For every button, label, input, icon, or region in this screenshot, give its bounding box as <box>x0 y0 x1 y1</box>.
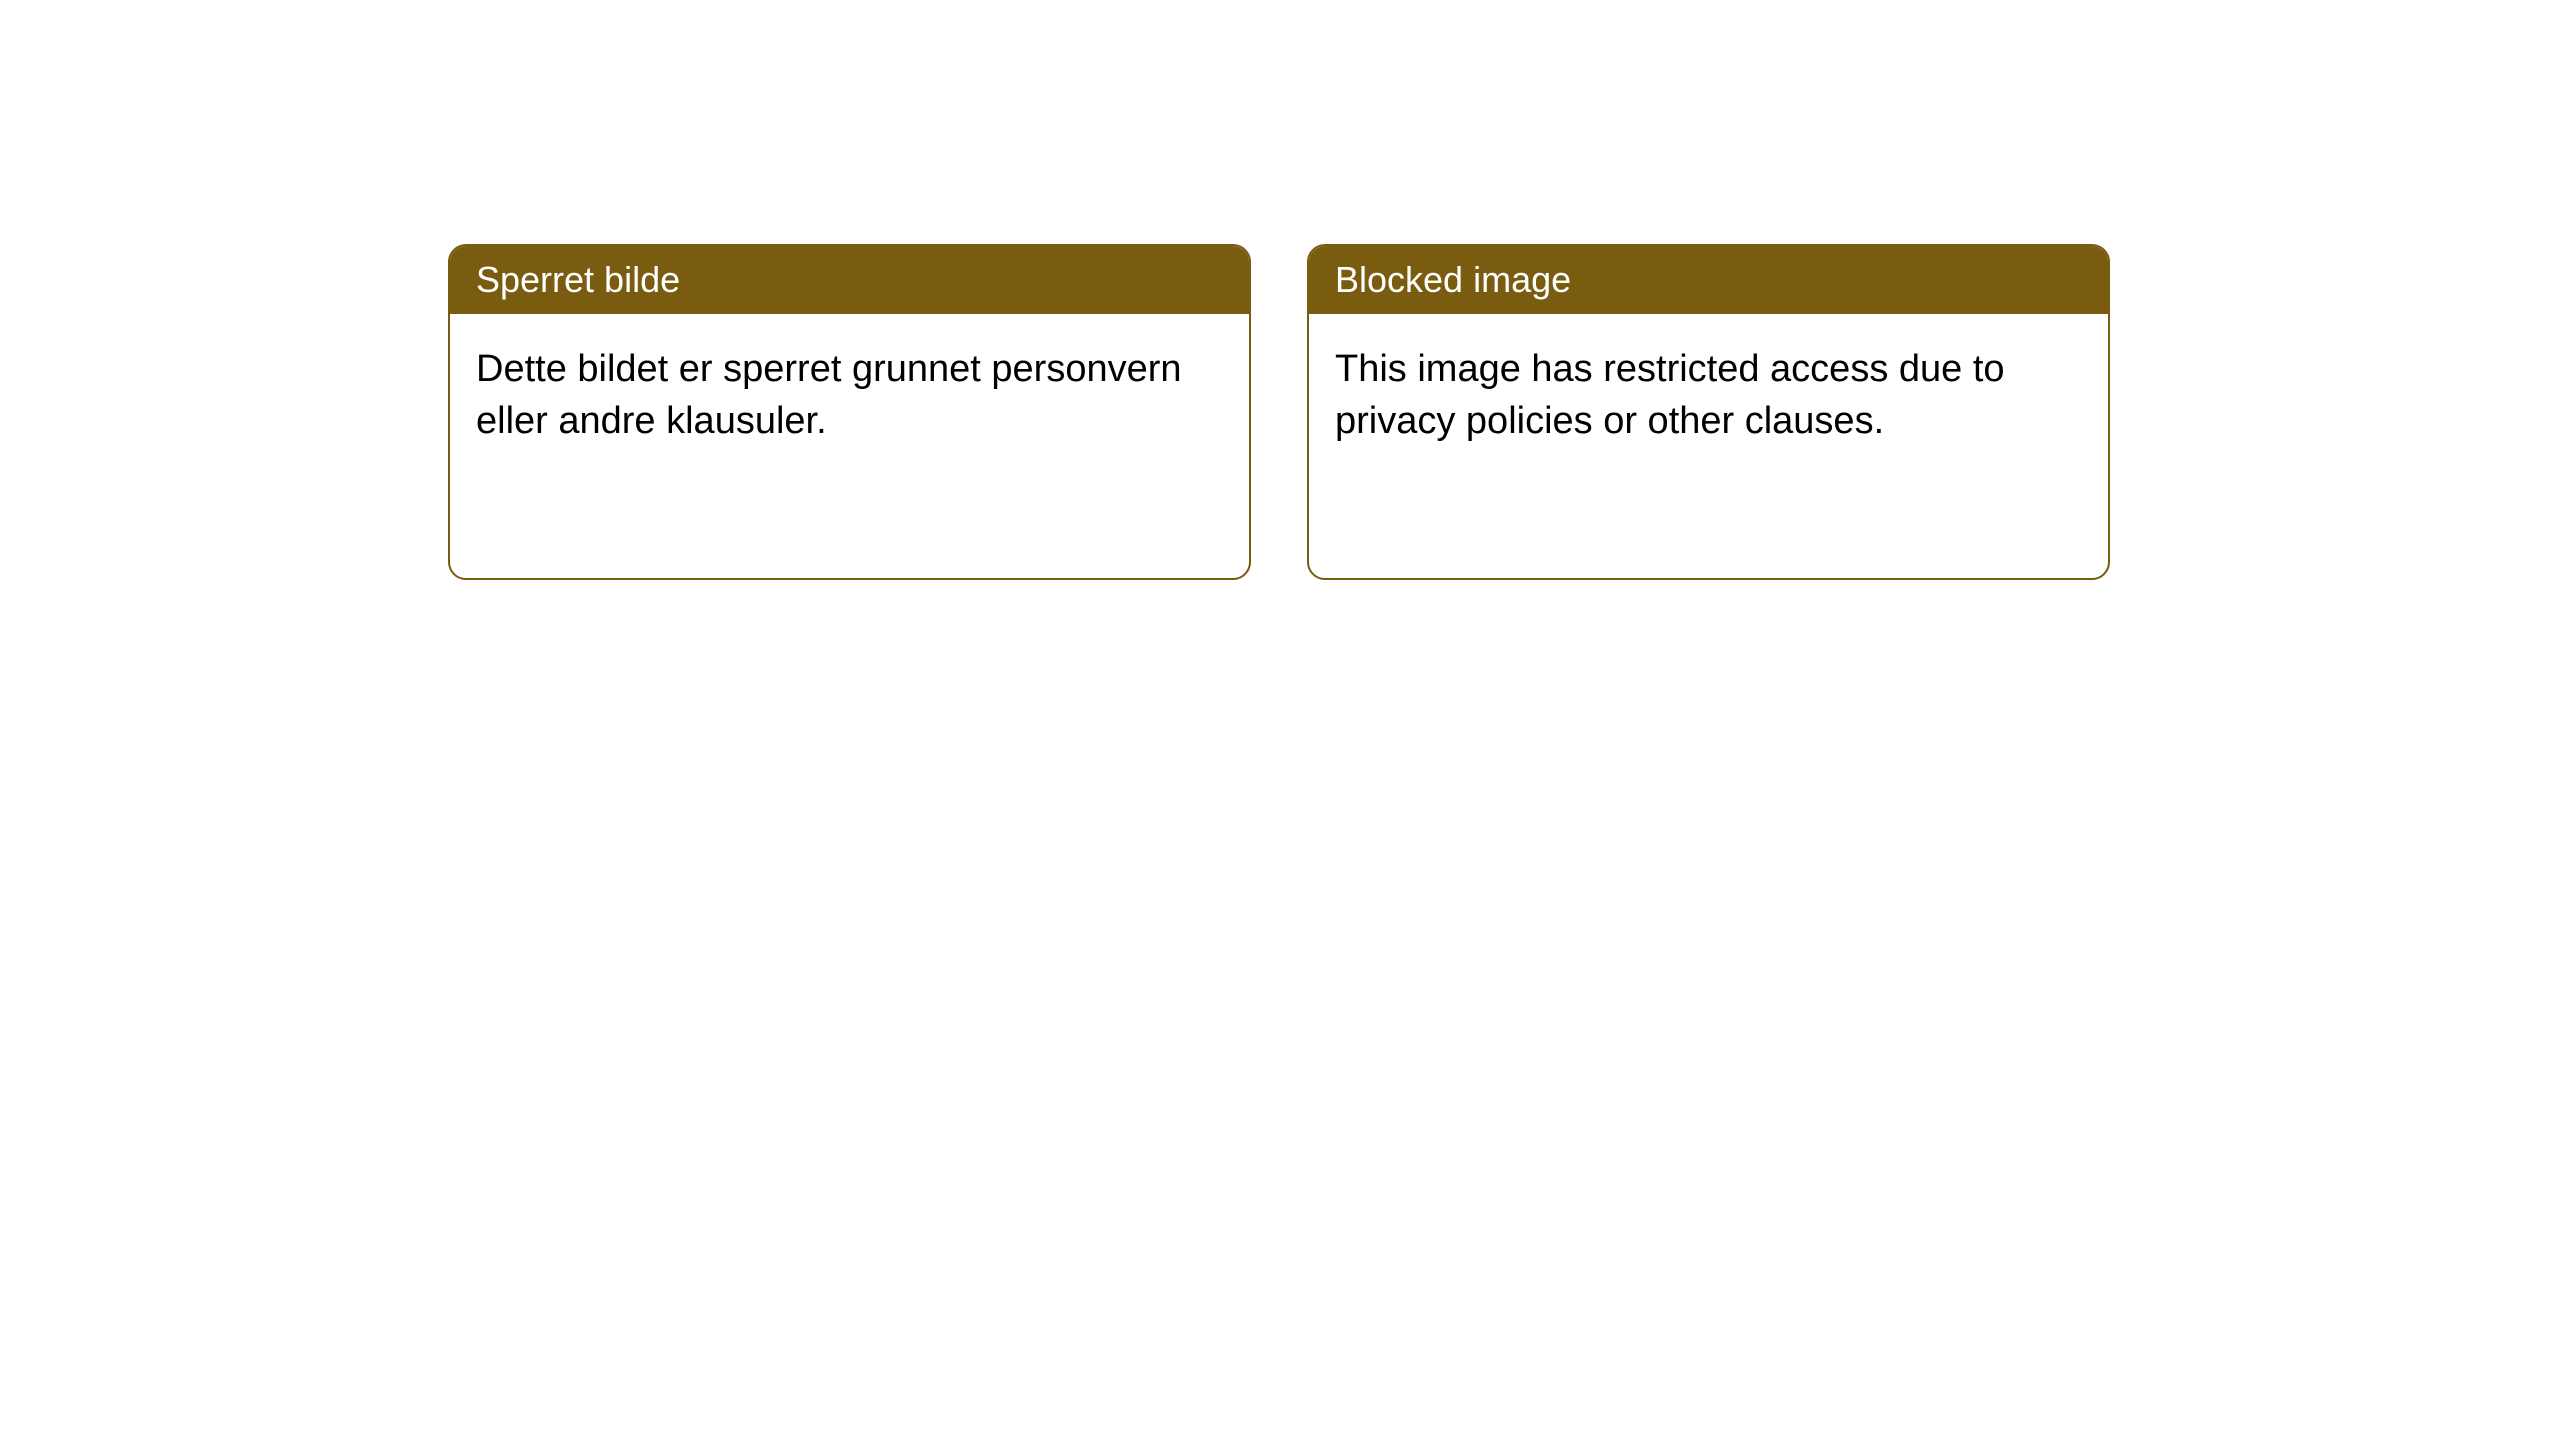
card-body: This image has restricted access due to … <box>1309 314 2108 477</box>
notice-cards-container: Sperret bilde Dette bildet er sperret gr… <box>448 244 2110 580</box>
card-body-text: Dette bildet er sperret grunnet personve… <box>476 348 1182 442</box>
card-header: Sperret bilde <box>450 246 1249 314</box>
card-header: Blocked image <box>1309 246 2108 314</box>
notice-card-norwegian: Sperret bilde Dette bildet er sperret gr… <box>448 244 1251 580</box>
card-header-text: Blocked image <box>1335 259 1571 300</box>
card-header-text: Sperret bilde <box>476 259 680 300</box>
notice-card-english: Blocked image This image has restricted … <box>1307 244 2110 580</box>
card-body: Dette bildet er sperret grunnet personve… <box>450 314 1249 477</box>
card-body-text: This image has restricted access due to … <box>1335 348 2005 442</box>
